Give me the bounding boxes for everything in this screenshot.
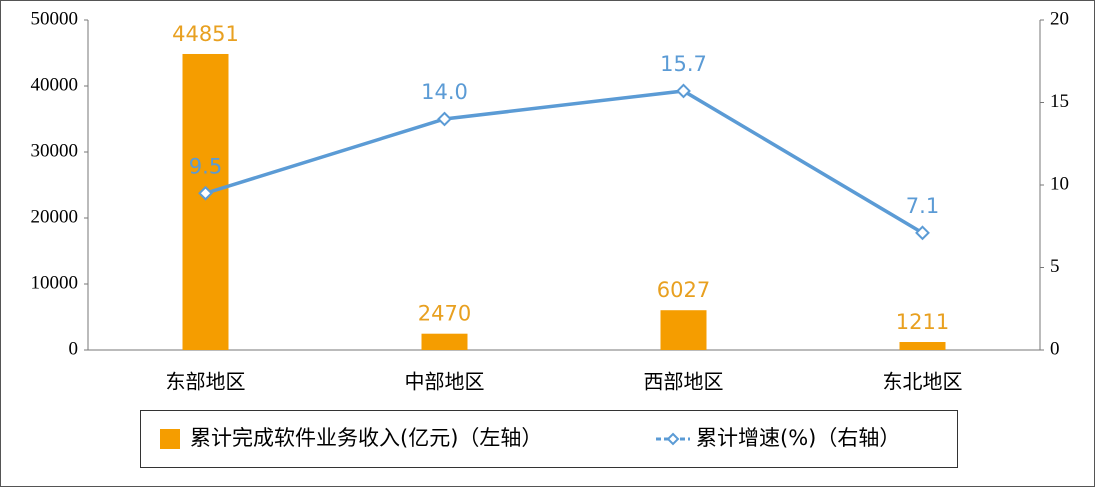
bar-value-label: 44851: [172, 22, 239, 46]
y-tick-label: 0: [69, 338, 79, 359]
bar-value-label: 6027: [657, 278, 710, 302]
line-value-label: 7.1: [906, 194, 939, 218]
legend-label: 累计增速(%)（右轴）: [696, 426, 900, 450]
x-tick-label: 东北地区: [883, 370, 963, 394]
bar-value-label: 1211: [896, 310, 949, 334]
y-tick-label: 50000: [31, 8, 79, 29]
legend-label: 累计完成软件业务收入(亿元)（左轴）: [190, 426, 542, 450]
line-value-label: 15.7: [660, 52, 707, 76]
y2-tick-label: 10: [1050, 173, 1069, 194]
bar: [182, 53, 229, 350]
bar-value-label: 2470: [418, 302, 471, 326]
line-marker: [198, 185, 213, 201]
y-tick-label: 20000: [31, 206, 79, 227]
legend-swatch: [160, 429, 180, 449]
y2-tick-label: 0: [1050, 338, 1060, 359]
line-value-label: 9.5: [189, 154, 222, 178]
y2-tick-label: 15: [1050, 91, 1069, 112]
line-value-label: 14.0: [421, 80, 468, 104]
line: [204, 89, 924, 235]
line-marker: [915, 225, 930, 241]
line-marker: [437, 111, 452, 127]
bar: [421, 333, 468, 350]
x-tick-label: 西部地区: [644, 370, 724, 394]
y2-tick-label: 20: [1050, 8, 1069, 29]
legend-marker: [666, 432, 680, 446]
y-tick-label: 10000: [31, 272, 79, 293]
legend-box: [140, 410, 958, 468]
line-marker: [676, 83, 691, 99]
y-tick-label: 30000: [31, 140, 79, 161]
bar: [899, 342, 946, 350]
x-tick-label: 东部地区: [166, 370, 246, 394]
y2-tick-label: 5: [1050, 256, 1060, 277]
x-tick-label: 中部地区: [405, 370, 485, 394]
y-tick-label: 40000: [31, 74, 79, 95]
bar: [660, 310, 707, 350]
